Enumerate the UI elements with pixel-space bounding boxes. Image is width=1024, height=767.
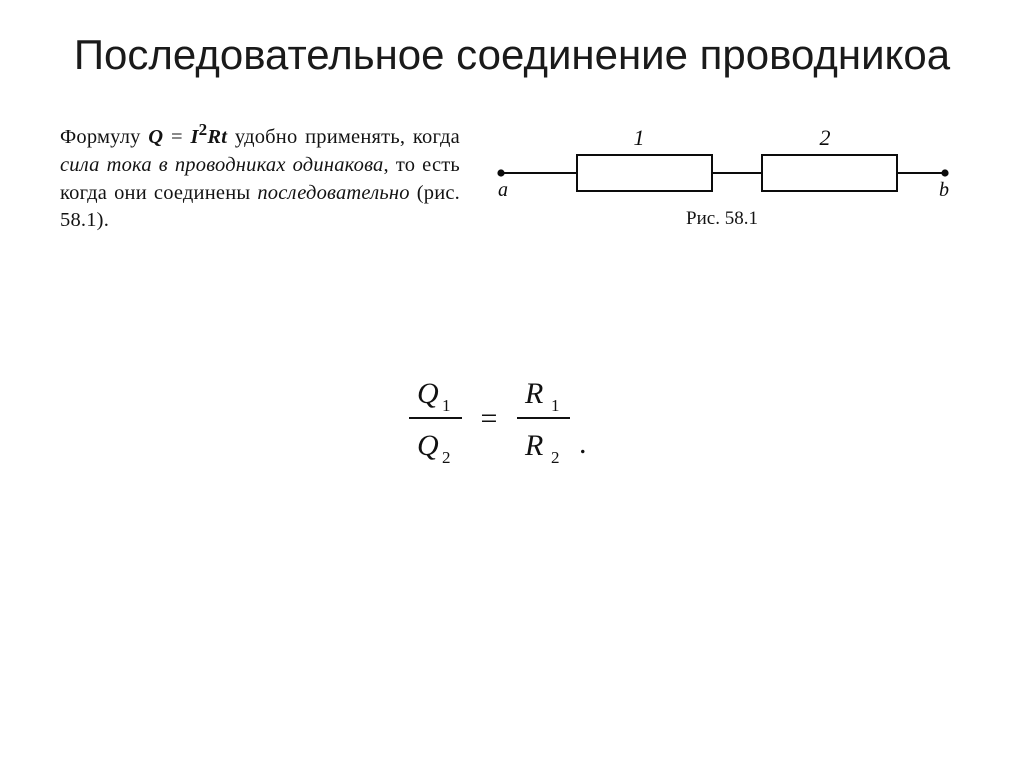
formula-block: Q 1 Q 2 = R 1 R 2 .: [60, 363, 964, 478]
emph-2: последовательно: [257, 182, 409, 204]
text: =: [163, 126, 190, 148]
terminal-b: [941, 170, 948, 177]
formula-R2: R: [524, 429, 543, 462]
formula-equals: =: [481, 402, 498, 435]
circuit-group: a b 1 2: [497, 125, 949, 201]
circuit-svg: a b 1 2: [480, 118, 964, 268]
label-b: b: [939, 179, 949, 201]
formula-R1: R: [524, 377, 543, 410]
formula-subR1: 1: [551, 396, 560, 415]
slide: Последовательное соединение проводникоа …: [0, 0, 1024, 767]
formula-group: Q 1 Q 2 = R 1 R 2 .: [409, 377, 587, 467]
slide-title: Последовательное соединение проводникоа: [60, 30, 964, 80]
formula-Q1: Q: [417, 377, 439, 410]
content-row: Формулу Q = I 2 Rt удобно применять, когда…: [60, 118, 964, 268]
resistor-1: [577, 155, 712, 191]
label-a: a: [498, 179, 508, 201]
var-I: I: [190, 126, 198, 148]
formula-sub2: 2: [442, 448, 451, 467]
resistor-2: [762, 155, 897, 191]
resistor-1-label: 1: [634, 125, 645, 150]
formula-Q2: Q: [417, 429, 439, 462]
text: Формулу: [60, 126, 148, 148]
figure-caption: Рис. 58.1: [480, 208, 964, 230]
formula-svg: Q 1 Q 2 = R 1 R 2 .: [387, 363, 637, 473]
formula-sub1: 1: [442, 396, 451, 415]
emph-1: сила тока в проводниках одинакова: [60, 154, 384, 176]
formula-dot: .: [579, 427, 587, 460]
formula-subR2: 2: [551, 448, 560, 467]
resistor-2-label: 2: [820, 125, 831, 150]
paragraph: Формулу Q = I2Rt удобно применять, когда…: [60, 118, 460, 235]
circuit-diagram: a b 1 2 Рис. 58.1: [480, 118, 964, 268]
text: удобно применять, когда: [227, 126, 460, 148]
var-Rt: Rt: [207, 126, 227, 148]
var-Q: Q: [148, 126, 163, 148]
terminal-a: [497, 170, 504, 177]
